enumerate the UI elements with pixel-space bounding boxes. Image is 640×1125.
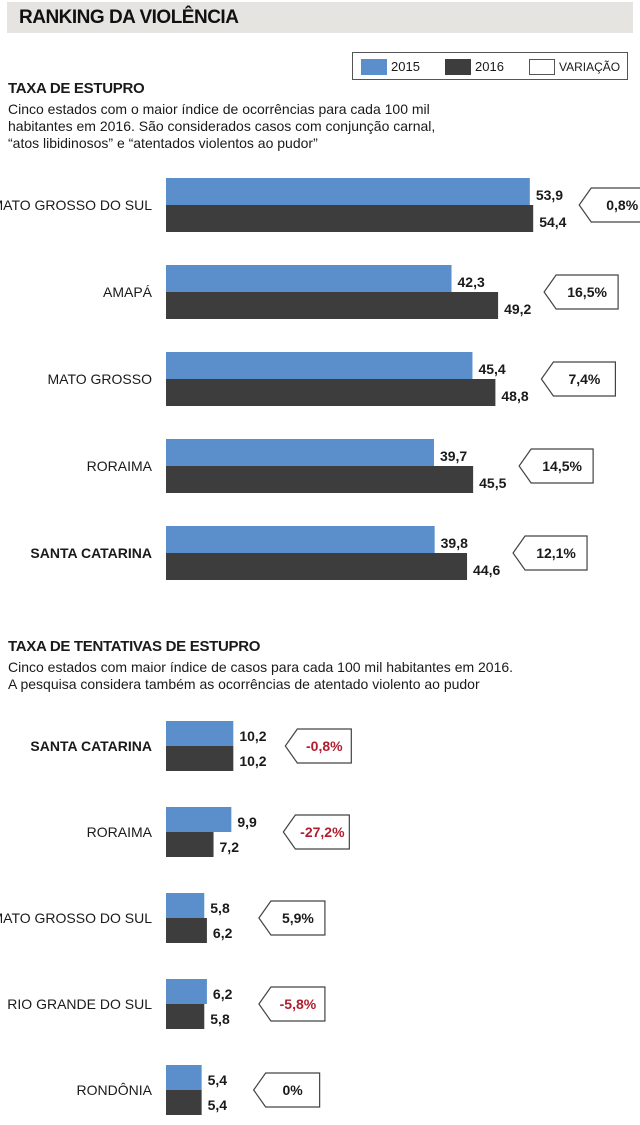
variation-box xyxy=(540,361,616,397)
variation-label: 0% xyxy=(283,1082,304,1098)
description-line: Cinco estados com o maior índice de ocor… xyxy=(8,101,430,117)
bar-2015 xyxy=(166,178,530,205)
bar-2016 xyxy=(166,1090,202,1115)
bar-2016 xyxy=(166,832,214,857)
variation-label: 12,1% xyxy=(536,545,576,561)
category-label: SANTA CATARINA xyxy=(30,545,152,561)
value-label-2016: 5,8 xyxy=(210,1011,230,1027)
variation-label: -5,8% xyxy=(280,996,317,1012)
variation-box xyxy=(282,814,350,850)
bar-2015 xyxy=(166,979,207,1004)
value-label-2016: 54,4 xyxy=(539,214,566,230)
bar-2015 xyxy=(166,1065,202,1090)
value-label-2016: 5,4 xyxy=(208,1097,228,1113)
variation-box xyxy=(543,274,619,310)
bar-2015 xyxy=(166,807,232,832)
value-label-2015: 5,8 xyxy=(210,900,230,916)
value-label-2015: 39,7 xyxy=(440,448,467,464)
description-line: habitantes em 2016. São considerados cas… xyxy=(8,118,436,134)
legend-swatch-2015 xyxy=(361,59,387,75)
value-label-2015: 53,9 xyxy=(536,187,563,203)
value-label-2016: 49,2 xyxy=(504,301,531,317)
variation-label: 7,4% xyxy=(568,371,600,387)
category-label: MATO GROSSO DO SUL xyxy=(0,197,152,213)
bar-2016 xyxy=(166,292,499,319)
bar-2016 xyxy=(166,553,468,580)
section-title-tentativas: TAXA DE TENTATIVAS DE ESTUPRO xyxy=(8,638,261,655)
value-label-2015: 42,3 xyxy=(458,274,485,290)
variation-box xyxy=(518,448,594,484)
bar-2015 xyxy=(166,439,434,466)
variation-box xyxy=(512,535,588,571)
bar-2016 xyxy=(166,918,207,943)
chart-taxa-tentativas: SANTA CATARINA 10,2 10,2 -0,8% RORAIMA 9,9 7,2… xyxy=(0,721,352,1115)
page-title: RANKING DA VIOLÊNCIA xyxy=(19,7,239,28)
description-line: “atos libidinosos” e “atentados violento… xyxy=(8,135,318,151)
category-label: RIO GRANDE DO SUL xyxy=(7,996,152,1012)
section-title-estupro: TAXA DE ESTUPRO xyxy=(8,80,145,97)
bar-2016 xyxy=(166,466,474,493)
variation-label: -0,8% xyxy=(306,738,343,754)
bar-2016 xyxy=(166,205,534,232)
value-label-2016: 7,2 xyxy=(220,839,240,855)
category-label: RORAIMA xyxy=(87,458,153,474)
description-line: Cinco estados com maior índice de casos … xyxy=(8,659,514,675)
value-label-2015: 39,8 xyxy=(441,535,468,551)
category-label: AMAPÁ xyxy=(103,284,153,300)
bar-2015 xyxy=(166,526,435,553)
value-label-2016: 10,2 xyxy=(239,753,266,769)
bar-2016 xyxy=(166,746,234,771)
bar-2015 xyxy=(166,893,205,918)
description-line: A pesquisa considera também as ocorrênci… xyxy=(8,676,480,692)
header-bar: RANKING DA VIOLÊNCIA xyxy=(7,2,633,33)
legend-swatch-variation xyxy=(529,59,555,75)
value-label-2015: 45,4 xyxy=(478,361,505,377)
legend: 2015 2016 VARIAÇÃO xyxy=(352,52,628,80)
variation-box xyxy=(578,187,640,223)
bar-2015 xyxy=(166,352,473,379)
category-label: MATO GROSSO xyxy=(48,371,153,387)
bar-2016 xyxy=(166,1004,205,1029)
bar-2015 xyxy=(166,721,234,746)
category-label: SANTA CATARINA xyxy=(30,738,152,754)
variation-box xyxy=(258,900,326,936)
value-label-2015: 5,4 xyxy=(208,1072,228,1088)
variation-label: 14,5% xyxy=(542,458,582,474)
variation-box xyxy=(252,1072,321,1108)
variation-box xyxy=(284,728,352,764)
legend-label-2015: 2015 xyxy=(391,59,420,74)
value-label-2015: 9,9 xyxy=(237,814,257,830)
chart-taxa-estupro: MATO GROSSO DO SUL 53,9 54,4 0,8% AMAPÁ 42,3 4… xyxy=(0,178,640,580)
variation-box xyxy=(258,986,326,1022)
section-description-tentativas: Cinco estados com maior índice de casos … xyxy=(8,659,633,693)
legend-label-variation: VARIAÇÃO xyxy=(559,60,621,74)
value-label-2015: 10,2 xyxy=(239,728,266,744)
category-label: RONDÔNIA xyxy=(77,1082,153,1098)
variation-label: 0,8% xyxy=(606,197,638,213)
section-description-estupro: Cinco estados com o maior índice de ocor… xyxy=(8,101,633,152)
variation-label: 16,5% xyxy=(567,284,607,300)
variation-label: -27,2% xyxy=(300,824,345,840)
value-label-2016: 6,2 xyxy=(213,925,233,941)
value-label-2016: 45,5 xyxy=(479,475,506,491)
variation-label: 5,9% xyxy=(282,910,314,926)
value-label-2015: 6,2 xyxy=(213,986,233,1002)
category-label: MATO GROSSO DO SUL xyxy=(0,910,152,926)
bar-2016 xyxy=(166,379,496,406)
bar-2015 xyxy=(166,265,452,292)
value-label-2016: 44,6 xyxy=(473,562,500,578)
legend-label-2016: 2016 xyxy=(475,59,504,74)
category-label: RORAIMA xyxy=(87,824,153,840)
legend-swatch-2016 xyxy=(445,59,471,75)
value-label-2016: 48,8 xyxy=(501,388,528,404)
